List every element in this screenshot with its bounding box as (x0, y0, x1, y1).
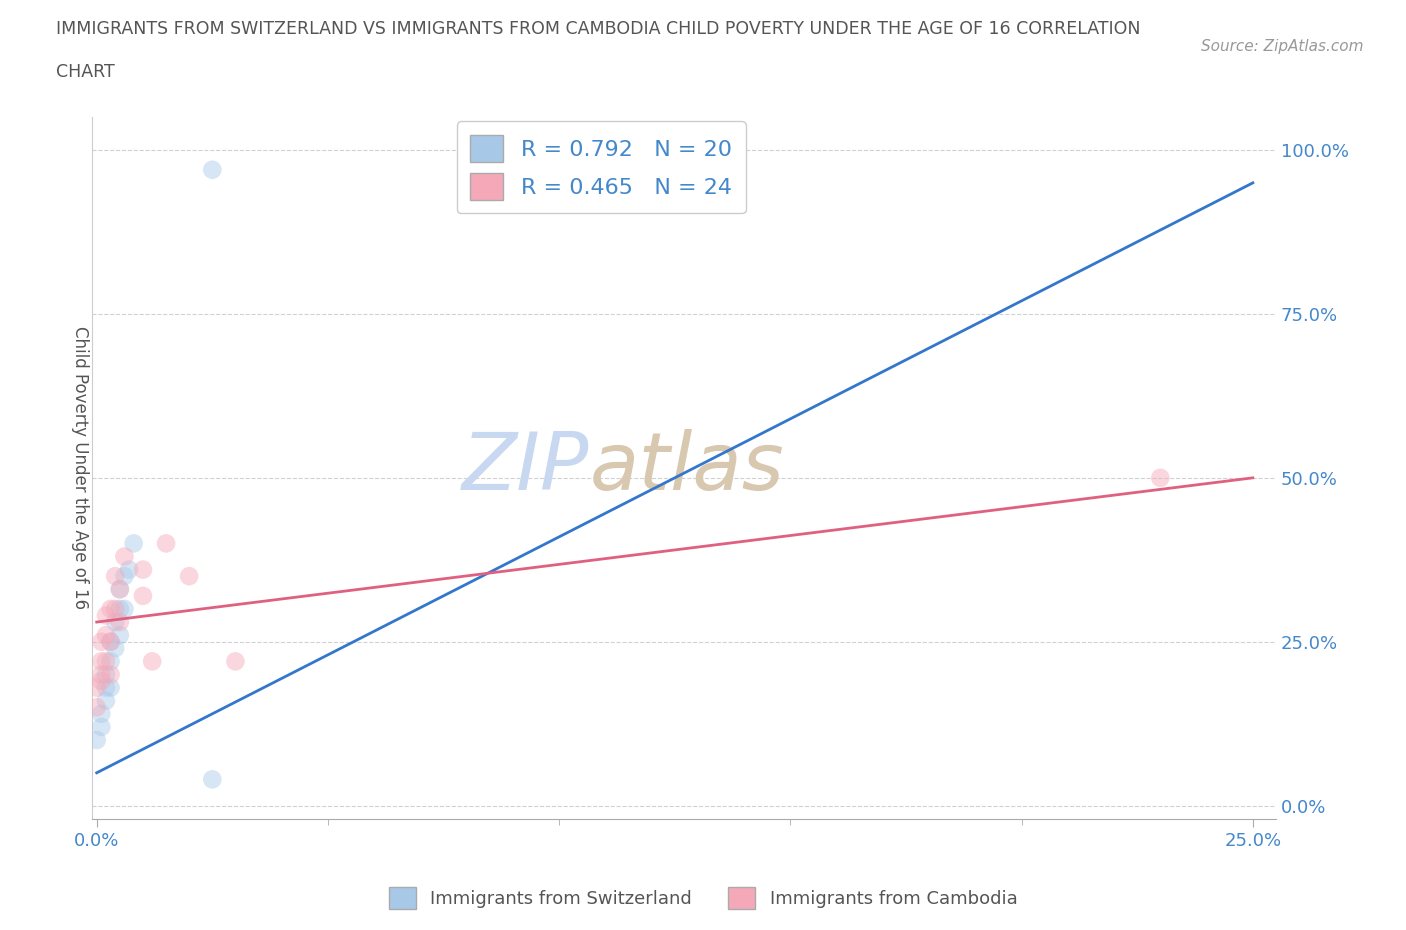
Text: ZIP: ZIP (463, 429, 589, 507)
Point (201, 772, 224, 787)
Text: atlas: atlas (589, 429, 785, 507)
Point (114, 549, 136, 564)
Point (94, 693, 117, 708)
Point (94, 654, 117, 669)
Point (104, 569, 127, 584)
Point (122, 536, 145, 551)
Point (108, 602, 131, 617)
Point (108, 582, 131, 597)
Point (90, 707, 112, 722)
Point (86, 700, 108, 715)
Point (90, 634, 112, 649)
Point (94, 667, 117, 682)
Point (90, 667, 112, 682)
Point (86, 733, 108, 748)
Point (108, 615, 131, 630)
Text: CHART: CHART (56, 63, 115, 81)
Point (94, 628, 117, 643)
Point (118, 562, 141, 577)
Point (90, 673, 112, 688)
Point (90, 720, 112, 735)
Point (104, 641, 127, 656)
Point (114, 602, 136, 617)
Point (100, 602, 122, 617)
Legend: Immigrants from Switzerland, Immigrants from Cambodia: Immigrants from Switzerland, Immigrants … (381, 880, 1025, 916)
Point (141, 654, 163, 669)
Point (86, 680, 108, 695)
Point (108, 582, 131, 597)
Point (94, 680, 117, 695)
Point (100, 667, 122, 682)
Text: Source: ZipAtlas.com: Source: ZipAtlas.com (1201, 39, 1364, 54)
Point (1149, 471, 1171, 485)
Point (94, 608, 117, 623)
Point (179, 569, 201, 584)
Point (201, 163, 224, 178)
Point (104, 615, 127, 630)
Point (132, 562, 155, 577)
Point (90, 654, 112, 669)
Point (114, 569, 136, 584)
Point (100, 680, 122, 695)
Point (108, 628, 131, 643)
Text: IMMIGRANTS FROM SWITZERLAND VS IMMIGRANTS FROM CAMBODIA CHILD POVERTY UNDER THE : IMMIGRANTS FROM SWITZERLAND VS IMMIGRANT… (56, 20, 1140, 38)
Point (100, 654, 122, 669)
Point (132, 589, 155, 604)
Y-axis label: Child Poverty Under the Age of 16: Child Poverty Under the Age of 16 (72, 326, 89, 609)
Legend: R = 0.792   N = 20, R = 0.465   N = 24: R = 0.792 N = 20, R = 0.465 N = 24 (457, 122, 745, 213)
Point (104, 602, 127, 617)
Point (100, 634, 122, 649)
Point (155, 536, 177, 551)
Point (224, 654, 246, 669)
Point (100, 634, 122, 649)
